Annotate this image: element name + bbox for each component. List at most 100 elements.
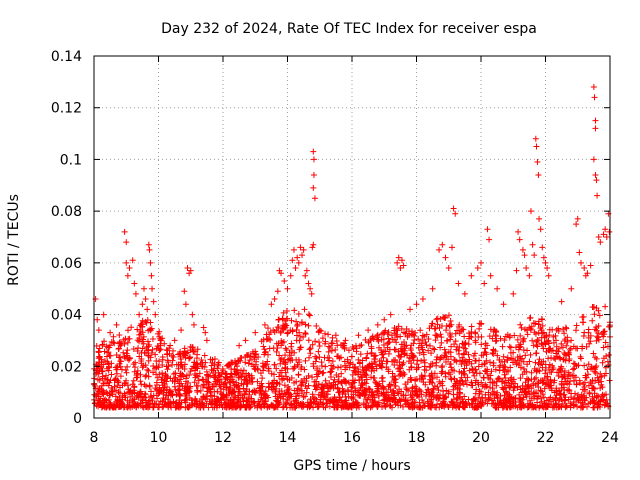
data-point (204, 393, 211, 400)
data-point (381, 316, 388, 323)
data-point (163, 351, 170, 358)
data-point (562, 357, 569, 364)
data-point (553, 326, 560, 333)
data-point (573, 221, 580, 228)
data-point (503, 368, 510, 375)
data-point (370, 374, 377, 381)
data-point (462, 399, 469, 406)
data-point (445, 348, 452, 355)
data-point (124, 363, 131, 370)
data-point (186, 372, 193, 379)
data-point (302, 331, 309, 338)
data-point (539, 316, 546, 323)
data-point (552, 332, 559, 339)
data-point (583, 374, 590, 381)
data-point (194, 351, 201, 358)
data-point (328, 339, 335, 346)
data-point (196, 370, 203, 377)
data-point (393, 399, 400, 406)
data-point (145, 352, 152, 359)
data-point (206, 398, 213, 405)
data-point (316, 342, 323, 349)
data-point (129, 257, 136, 264)
data-point (261, 391, 268, 398)
data-point (422, 392, 429, 399)
data-point (482, 340, 489, 347)
data-point (310, 241, 317, 248)
data-point (597, 397, 604, 404)
data-point (278, 270, 285, 277)
data-point (198, 399, 205, 406)
data-point (287, 272, 294, 279)
data-point (244, 352, 251, 359)
data-point (326, 397, 333, 404)
data-point (290, 365, 297, 372)
data-point (558, 363, 565, 370)
data-point (574, 215, 581, 222)
data-point (452, 338, 459, 345)
data-point (601, 328, 608, 335)
data-point (359, 364, 366, 371)
data-point (536, 356, 543, 363)
data-point (238, 373, 245, 380)
data-point (269, 402, 276, 409)
data-point (519, 371, 526, 378)
data-point (452, 380, 459, 387)
data-point (114, 377, 121, 384)
data-point (166, 400, 173, 407)
data-point (413, 301, 420, 308)
data-point (325, 343, 332, 350)
data-point (528, 395, 535, 402)
data-point (470, 352, 477, 359)
data-point (448, 321, 455, 328)
data-point (395, 323, 402, 330)
data-point (548, 379, 555, 386)
data-point (592, 117, 599, 124)
data-point (234, 399, 241, 406)
data-point (368, 402, 375, 409)
data-point (111, 340, 118, 347)
data-point (205, 404, 212, 411)
data-point (310, 148, 317, 155)
data-point (384, 340, 391, 347)
data-point (356, 392, 363, 399)
data-point (103, 343, 110, 350)
data-point (330, 398, 337, 405)
x-tick-label: 16 (343, 430, 361, 446)
data-point (140, 333, 147, 340)
data-point (165, 404, 172, 411)
data-point (594, 192, 601, 199)
data-point (476, 325, 483, 332)
data-point (501, 392, 508, 399)
data-point (265, 384, 272, 391)
data-point (338, 397, 345, 404)
data-point (389, 373, 396, 380)
data-point (268, 301, 275, 308)
data-point (452, 330, 459, 337)
data-point (281, 382, 288, 389)
data-point (146, 246, 153, 253)
data-point (116, 360, 123, 367)
data-point (517, 364, 524, 371)
data-point (113, 321, 120, 328)
data-point (529, 337, 536, 344)
data-point (380, 389, 387, 396)
data-point (137, 331, 144, 338)
data-point (306, 354, 313, 361)
data-point (242, 376, 249, 383)
data-point (456, 329, 463, 336)
data-point (155, 364, 162, 371)
data-point (344, 356, 351, 363)
data-point (293, 378, 300, 385)
data-point (461, 333, 468, 340)
data-point (532, 359, 539, 366)
data-point (431, 370, 438, 377)
data-point (299, 379, 306, 386)
data-point (351, 368, 358, 375)
data-point (514, 404, 521, 411)
data-point (580, 381, 587, 388)
data-point (218, 385, 225, 392)
data-point (262, 398, 269, 405)
data-point (187, 267, 194, 274)
data-point (349, 371, 356, 378)
